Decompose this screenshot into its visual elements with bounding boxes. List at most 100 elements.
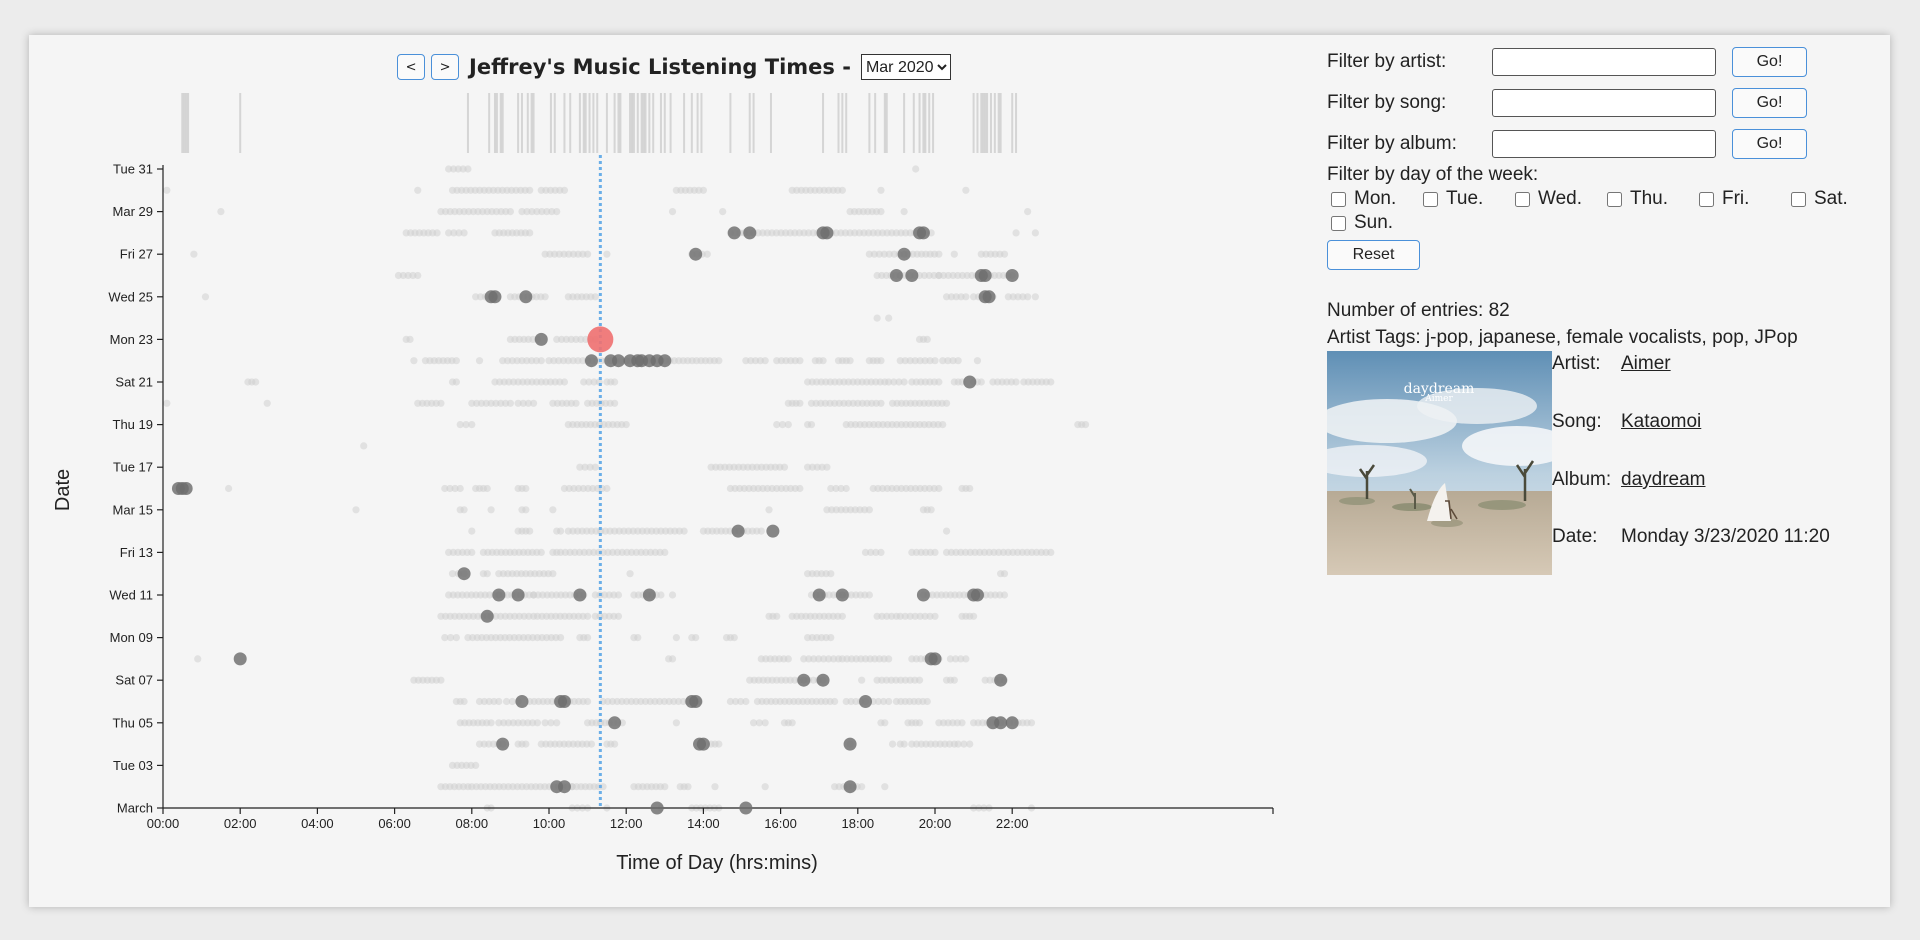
artist-go-button[interactable]: Go!	[1732, 47, 1807, 77]
artist-filter-label: Filter by artist:	[1327, 51, 1447, 72]
month-select[interactable]: Mar 2020	[860, 54, 951, 80]
background-point	[528, 208, 536, 216]
background-point	[611, 378, 619, 386]
album-go-button[interactable]: Go!	[1732, 129, 1807, 159]
next-month-button[interactable]: >	[431, 54, 460, 80]
y-tick-label: Mon 23	[110, 332, 153, 347]
background-point	[672, 634, 680, 642]
background-point	[780, 463, 789, 471]
song-filter-input[interactable]	[1492, 89, 1716, 117]
background-point	[942, 399, 951, 407]
background-point	[796, 357, 804, 365]
background-point	[935, 378, 943, 386]
background-point	[1012, 378, 1020, 386]
background-point	[522, 484, 530, 493]
background-point	[1024, 208, 1032, 216]
background-point	[668, 591, 677, 599]
dow-friday-checkbox[interactable]	[1699, 191, 1714, 207]
background-point	[926, 612, 934, 620]
background-point	[832, 484, 840, 493]
album-filter-input[interactable]	[1492, 130, 1716, 158]
background-point	[865, 591, 873, 599]
background-point	[915, 719, 924, 727]
prev-month-button[interactable]: <	[397, 54, 426, 80]
background-point	[962, 293, 970, 301]
background-point	[837, 484, 845, 493]
background-point	[873, 314, 881, 322]
dow-monday-label: Mon.	[1354, 188, 1397, 209]
dow-wednesday-checkbox[interactable]	[1515, 191, 1530, 207]
detail-song: Song: Kataomoi	[1552, 411, 1701, 433]
background-point	[838, 612, 846, 620]
background-point	[614, 612, 623, 620]
matched-point	[843, 737, 857, 751]
dow-monday-checkbox[interactable]	[1331, 191, 1346, 207]
dow-tuesday-checkbox[interactable]	[1423, 191, 1438, 207]
background-point	[796, 399, 804, 407]
dow-tuesday[interactable]: Tue.	[1419, 188, 1483, 210]
background-point	[970, 612, 978, 620]
background-point	[784, 421, 792, 429]
background-point	[820, 655, 828, 663]
matched-point	[916, 226, 930, 240]
background-point	[519, 399, 527, 407]
background-point	[966, 484, 974, 493]
background-point	[590, 378, 598, 386]
dow-wednesday-label: Wed.	[1538, 188, 1583, 209]
dow-saturday-label: Sat.	[1814, 188, 1848, 209]
background-point	[900, 378, 908, 386]
matched-point	[1005, 269, 1019, 282]
dow-saturday[interactable]: Sat.	[1787, 188, 1848, 210]
background-point	[966, 740, 974, 748]
dow-friday[interactable]: Fri.	[1695, 188, 1749, 210]
background-point	[611, 740, 619, 748]
matched-point	[608, 716, 622, 730]
background-point	[900, 740, 908, 748]
dow-monday[interactable]: Mon.	[1327, 188, 1396, 210]
background-point	[603, 484, 611, 493]
song-go-button[interactable]: Go!	[1732, 88, 1807, 118]
background-point	[533, 208, 541, 216]
x-tick-label: 14:00	[687, 816, 720, 831]
detail-album-link[interactable]: daydream	[1621, 469, 1706, 490]
background-point	[858, 676, 866, 684]
background-point	[807, 421, 816, 429]
dow-thursday[interactable]: Thu.	[1603, 188, 1668, 210]
background-point	[765, 506, 773, 514]
matched-point	[897, 247, 911, 261]
x-tick-label: 20:00	[919, 816, 952, 831]
background-point	[460, 697, 468, 706]
detail-song-link[interactable]: Kataomoi	[1621, 411, 1702, 432]
matched-point	[843, 780, 857, 794]
background-point	[885, 697, 893, 706]
background-point	[827, 570, 835, 578]
background-point	[584, 612, 592, 620]
background-point	[634, 634, 642, 642]
background-point	[668, 208, 677, 216]
background-point	[923, 335, 931, 343]
background-point	[622, 421, 630, 429]
matched-point	[905, 269, 919, 282]
background-point	[949, 357, 957, 365]
matched-point	[963, 375, 977, 389]
background-point	[460, 506, 468, 514]
detail-artist-link[interactable]: Aimer	[1621, 353, 1671, 374]
detail-date: Date: Monday 3/23/2020 11:20	[1552, 526, 1830, 548]
background-point	[538, 208, 546, 216]
artist-filter-input[interactable]	[1492, 48, 1716, 76]
dow-saturday-checkbox[interactable]	[1791, 191, 1806, 207]
background-point	[950, 250, 958, 258]
dow-thursday-checkbox[interactable]	[1607, 191, 1622, 207]
matched-point	[573, 588, 587, 602]
dow-sunday-checkbox[interactable]	[1331, 215, 1346, 231]
background-point	[906, 612, 914, 620]
dow-wednesday[interactable]: Wed.	[1511, 188, 1582, 210]
x-tick-label: 18:00	[842, 816, 875, 831]
reset-button[interactable]: Reset	[1327, 240, 1420, 270]
matched-point	[743, 226, 757, 240]
background-point	[944, 357, 952, 365]
matched-point	[179, 482, 193, 495]
background-point	[726, 697, 735, 706]
dow-sunday[interactable]: Sun.	[1327, 212, 1393, 234]
matched-point	[982, 290, 996, 304]
